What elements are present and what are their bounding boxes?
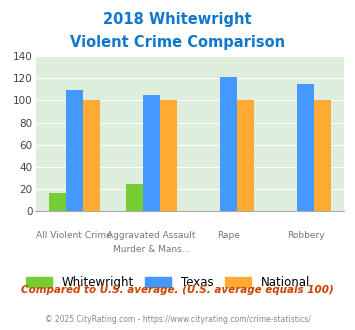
Bar: [220, 77, 237, 211]
Legend: Whitewright, Texas, National: Whitewright, Texas, National: [26, 276, 310, 289]
Bar: [160, 100, 177, 211]
Bar: [314, 100, 331, 211]
Bar: [126, 183, 143, 211]
Text: Aggravated Assault: Aggravated Assault: [107, 231, 196, 240]
Bar: [297, 84, 314, 211]
Text: 2018 Whitewright: 2018 Whitewright: [103, 12, 252, 26]
Text: Violent Crime Comparison: Violent Crime Comparison: [70, 35, 285, 50]
Text: All Violent Crime: All Violent Crime: [36, 231, 112, 240]
Bar: [237, 100, 254, 211]
Bar: [83, 100, 100, 211]
Text: Rape: Rape: [217, 231, 240, 240]
Bar: [143, 95, 160, 211]
Bar: [66, 90, 83, 211]
Bar: [49, 193, 66, 211]
Text: © 2025 CityRating.com - https://www.cityrating.com/crime-statistics/: © 2025 CityRating.com - https://www.city…: [45, 315, 310, 324]
Text: Compared to U.S. average. (U.S. average equals 100): Compared to U.S. average. (U.S. average …: [21, 285, 334, 295]
Text: Robbery: Robbery: [287, 231, 324, 240]
Text: Murder & Mans...: Murder & Mans...: [113, 245, 190, 253]
